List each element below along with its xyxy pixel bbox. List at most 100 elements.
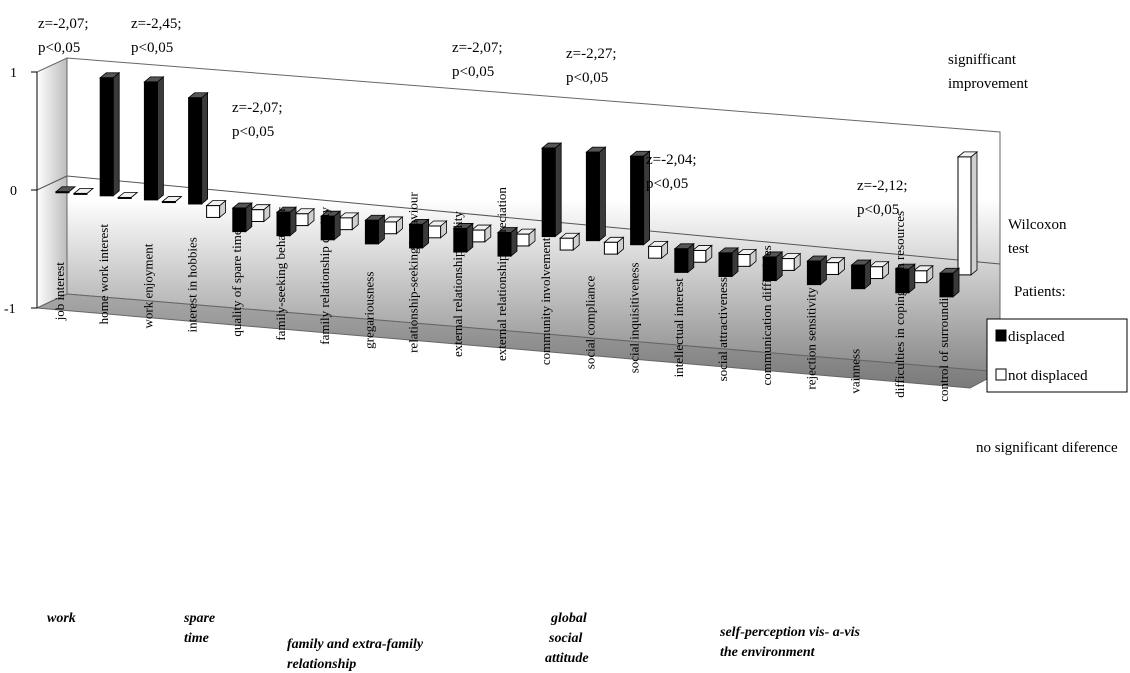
label-no-significant-difference: no significant diference: [976, 440, 1118, 456]
bar-displaced-20: [894, 263, 916, 294]
category-label-7: family relationship quality: [317, 206, 332, 344]
bar-displaced-10: [452, 222, 474, 253]
bar-displaced-21-front: [939, 272, 954, 298]
y-tick-label-0: 0: [10, 184, 17, 199]
bar-displaced-5-front: [232, 207, 247, 233]
svg-text:spare: spare: [183, 611, 215, 626]
svg-text:z=-2,07;: z=-2,07;: [452, 40, 503, 56]
svg-text:z=-2,45;: z=-2,45;: [131, 16, 182, 32]
svg-text:attitude: attitude: [545, 651, 589, 666]
bar-displaced-13: [585, 146, 607, 242]
group-label-work: work: [47, 611, 76, 626]
bar-displaced-8-front: [364, 219, 379, 245]
category-label-1: job interest: [52, 262, 67, 322]
label-significant-improvement: signifficant improvement: [948, 52, 1029, 92]
bar-displaced-4-side: [201, 91, 209, 205]
legend-swatch-not-displaced: [995, 368, 1007, 381]
label-wilcoxon-test: Wilcoxon test: [1008, 217, 1067, 257]
category-label-17: communication difficulties: [759, 245, 774, 385]
legend-box: [986, 318, 1128, 393]
annotation-1: z=-2,07; p<0,05: [38, 16, 89, 56]
bar-displaced-8: [364, 214, 386, 245]
bar-displaced-11-front: [497, 231, 512, 257]
bar-not-displaced-9: [426, 220, 448, 239]
bar-not-displaced-21-side: [970, 151, 978, 276]
bar-not-displaced-16: [735, 248, 758, 268]
bar-displaced-1-front: [55, 191, 70, 194]
bar-displaced-16: [717, 247, 740, 278]
svg-text:p<0,05: p<0,05: [232, 124, 274, 140]
bar-not-displaced-14-front: [648, 245, 663, 259]
annotation-2: z=-2,45; p<0,05: [131, 16, 182, 56]
bar-displaced-4-front: [188, 97, 203, 205]
bar-not-displaced-15: [691, 244, 713, 264]
category-label-6: family-seeking behaviour: [273, 207, 288, 341]
bar-displaced-14: [629, 150, 651, 246]
bar-not-displaced-6: [293, 207, 316, 227]
bar-not-displaced-12-front: [559, 237, 574, 251]
bar-displaced-10-front: [453, 227, 468, 253]
bar-not-displaced-2: [117, 192, 139, 199]
legend: displaced not displaced: [986, 318, 1128, 393]
svg-text:test: test: [1008, 241, 1030, 257]
bar-not-displaced-4-front: [206, 205, 221, 218]
legend-title: Patients:: [1014, 284, 1066, 300]
bar-not-displaced-7-front: [338, 217, 353, 231]
svg-text:the environment: the environment: [720, 645, 816, 660]
bar-displaced-19-front: [851, 264, 866, 290]
svg-text:p<0,05: p<0,05: [646, 176, 688, 192]
svg-text:social: social: [548, 631, 583, 646]
svg-text:family and extra-family: family and extra-family: [287, 637, 424, 652]
bar-displaced-6-front: [276, 211, 291, 237]
bar-displaced-12-front: [541, 147, 556, 238]
svg-text:z=-2,12;: z=-2,12;: [857, 178, 908, 194]
svg-text:global: global: [550, 611, 587, 626]
svg-text:signifficant: signifficant: [948, 52, 1017, 68]
bar-not-displaced-20: [912, 264, 934, 284]
bar-displaced-9-front: [409, 223, 424, 249]
zero-gridline: [66, 175, 1001, 265]
svg-text:p<0,05: p<0,05: [566, 70, 608, 86]
annotation-4: z=-2,07; p<0,05: [452, 40, 503, 80]
category-label-14: social inquisitiveness: [627, 262, 642, 373]
svg-text:p<0,05: p<0,05: [38, 40, 80, 56]
bar-displaced-12-side: [554, 142, 562, 238]
category-label-3: work enjoyment: [140, 243, 155, 328]
bar-not-displaced-18-front: [824, 262, 839, 275]
bar-displaced-11: [496, 226, 519, 257]
bar-displaced-9: [408, 218, 430, 249]
bar-displaced-17-front: [762, 256, 777, 282]
category-label-21: control of surroundings: [936, 280, 951, 402]
bar-not-displaced-1: [72, 188, 95, 195]
bar-displaced-3-side: [156, 76, 164, 201]
bar-not-displaced-15-front: [692, 249, 707, 263]
svg-text:z=-2,04;: z=-2,04;: [646, 152, 697, 168]
bar-displaced-7: [320, 210, 342, 241]
category-label-16: social attractiveness: [715, 277, 730, 381]
bar-not-displaced-10-front: [471, 229, 486, 243]
svg-text:z=-2,07;: z=-2,07;: [232, 100, 283, 116]
bar-displaced-2-front: [99, 77, 114, 197]
legend-swatch-displaced: [995, 329, 1007, 342]
bar-not-displaced-4: [205, 199, 227, 219]
bar-displaced-19: [850, 259, 872, 290]
svg-text:p<0,05: p<0,05: [452, 64, 494, 80]
bar-displaced-6: [275, 206, 298, 237]
bar-not-displaced-13: [603, 236, 625, 255]
group-label-global-social-attitude: global social attitude: [545, 611, 589, 666]
category-label-8: gregariousness: [361, 272, 376, 349]
zero-gridline-side: [36, 175, 68, 191]
svg-text:z=-2,27;: z=-2,27;: [566, 46, 617, 62]
bar-displaced-15-front: [674, 248, 689, 273]
bar-not-displaced-8: [382, 216, 404, 235]
bar-not-displaced-18: [824, 256, 846, 276]
category-label-11: external relationship appreciation: [494, 187, 509, 361]
svg-text:z=-2,07;: z=-2,07;: [38, 16, 89, 32]
category-label-12: community involvement: [538, 237, 553, 365]
bar-not-displaced-19: [868, 260, 890, 280]
group-label-self-perception: self-perception vis- a-vis the environme…: [719, 625, 861, 660]
bar-displaced-13-side: [599, 146, 606, 242]
bar-not-displaced-13-front: [603, 241, 618, 255]
bar-not-displaced-12: [559, 232, 581, 251]
